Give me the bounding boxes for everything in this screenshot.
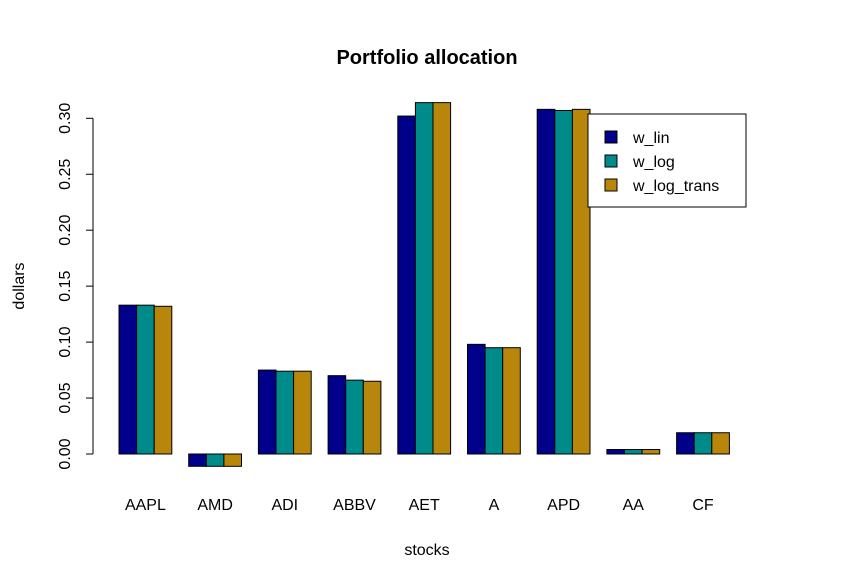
y-tick-label: 0.00 bbox=[57, 438, 74, 469]
bar bbox=[432, 102, 452, 455]
bar bbox=[327, 375, 347, 455]
legend-swatch bbox=[604, 178, 618, 192]
x-tick-label: APD bbox=[547, 497, 580, 514]
y-tick-label: 0.20 bbox=[57, 215, 74, 246]
bar bbox=[257, 369, 277, 455]
x-tick-label: AMD bbox=[197, 497, 233, 514]
bar bbox=[136, 304, 155, 455]
bar bbox=[153, 305, 173, 455]
x-tick-label: AET bbox=[409, 497, 440, 514]
x-tick-label: ADI bbox=[271, 497, 298, 514]
x-tick-label: A bbox=[489, 497, 500, 514]
legend-label: w_log bbox=[632, 154, 675, 171]
y-axis: 0.00 0.05 0.10 0.15 0.20 0.25 0.30 bbox=[57, 103, 94, 470]
bar bbox=[502, 347, 521, 455]
bar bbox=[223, 453, 242, 467]
bar bbox=[536, 108, 556, 455]
y-tick-label: 0.10 bbox=[57, 326, 74, 357]
chart-title: Portfolio allocation bbox=[336, 47, 517, 69]
x-tick-label: AAPL bbox=[125, 497, 166, 514]
bar bbox=[414, 102, 434, 455]
category-labels: AAPL AMD ADI ABBV AET A APD AA CF bbox=[125, 497, 714, 514]
bar bbox=[293, 370, 312, 455]
bar bbox=[205, 453, 225, 467]
bar bbox=[693, 432, 713, 455]
bar bbox=[467, 343, 486, 455]
x-tick-label: CF bbox=[692, 497, 714, 514]
bar bbox=[188, 453, 207, 467]
bar bbox=[484, 347, 504, 455]
x-tick-label: AA bbox=[623, 497, 645, 514]
bar bbox=[606, 449, 626, 455]
bars-group bbox=[118, 102, 730, 467]
y-tick-label: 0.05 bbox=[57, 382, 74, 413]
bar bbox=[641, 449, 661, 455]
bar bbox=[118, 304, 138, 455]
x-tick-label: ABBV bbox=[333, 497, 376, 514]
y-tick-label: 0.15 bbox=[57, 270, 74, 301]
legend-label: w_log_trans bbox=[632, 178, 719, 195]
bar bbox=[275, 370, 295, 455]
bar bbox=[571, 108, 591, 455]
y-axis-label: dollars bbox=[11, 262, 28, 309]
x-axis-label: stocks bbox=[404, 542, 449, 559]
y-tick-label: 0.30 bbox=[57, 103, 74, 134]
legend-swatch bbox=[604, 154, 618, 168]
bar bbox=[554, 109, 573, 455]
y-tick-label: 0.25 bbox=[57, 159, 74, 190]
bar bbox=[397, 115, 416, 455]
bar bbox=[362, 380, 382, 455]
bar bbox=[711, 432, 730, 455]
legend: w_lin w_log w_log_trans bbox=[587, 113, 747, 208]
bar bbox=[676, 432, 695, 455]
legend-label: w_lin bbox=[632, 130, 669, 147]
bar bbox=[624, 449, 643, 455]
bar bbox=[345, 379, 364, 455]
legend-swatch bbox=[604, 130, 618, 144]
